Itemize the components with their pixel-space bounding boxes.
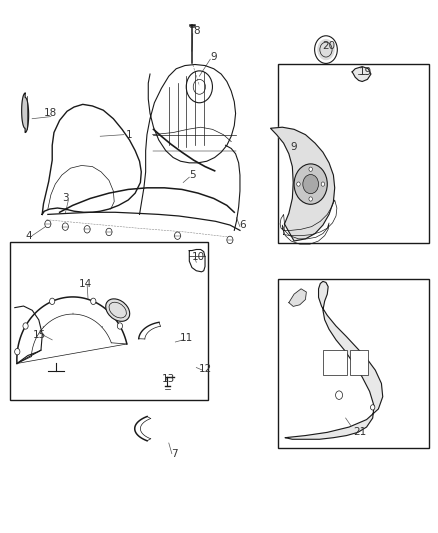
Bar [278, 279, 428, 448]
Polygon shape [286, 281, 383, 439]
Text: 9: 9 [210, 52, 217, 61]
Circle shape [336, 391, 343, 399]
Text: 9: 9 [291, 142, 297, 152]
Polygon shape [271, 127, 335, 241]
Bar [11, 242, 208, 400]
Circle shape [371, 405, 375, 410]
Circle shape [14, 349, 20, 355]
Text: 13: 13 [162, 374, 175, 384]
Bar [350, 350, 368, 375]
Text: 12: 12 [198, 364, 212, 374]
Text: 4: 4 [26, 231, 32, 241]
Circle shape [62, 223, 68, 230]
Circle shape [303, 174, 318, 193]
Circle shape [117, 323, 123, 329]
Text: 7: 7 [171, 449, 178, 458]
Circle shape [45, 220, 51, 228]
Bar [323, 350, 347, 375]
Circle shape [321, 182, 325, 186]
Text: 11: 11 [180, 333, 193, 343]
Circle shape [84, 225, 90, 233]
Text: 21: 21 [353, 427, 366, 438]
Polygon shape [289, 289, 306, 306]
Text: 20: 20 [322, 41, 336, 51]
Circle shape [297, 182, 300, 186]
Text: 6: 6 [239, 220, 245, 230]
Bar [278, 64, 428, 243]
Text: 19: 19 [359, 68, 372, 77]
Text: 5: 5 [190, 170, 196, 180]
Circle shape [227, 236, 233, 244]
Text: 14: 14 [79, 279, 92, 288]
Text: 18: 18 [44, 108, 57, 118]
Text: 15: 15 [32, 329, 46, 340]
Circle shape [174, 232, 180, 239]
Circle shape [309, 167, 312, 171]
Ellipse shape [106, 299, 130, 321]
Text: 8: 8 [193, 26, 200, 36]
Text: 1: 1 [126, 130, 133, 140]
Polygon shape [21, 93, 28, 133]
Polygon shape [352, 67, 371, 82]
Text: 10: 10 [191, 252, 205, 262]
Text: 3: 3 [62, 193, 69, 204]
Circle shape [49, 298, 55, 304]
Circle shape [309, 197, 312, 201]
Circle shape [23, 323, 28, 329]
Circle shape [294, 164, 327, 204]
Circle shape [91, 298, 96, 304]
Circle shape [106, 228, 112, 236]
Circle shape [317, 39, 335, 60]
